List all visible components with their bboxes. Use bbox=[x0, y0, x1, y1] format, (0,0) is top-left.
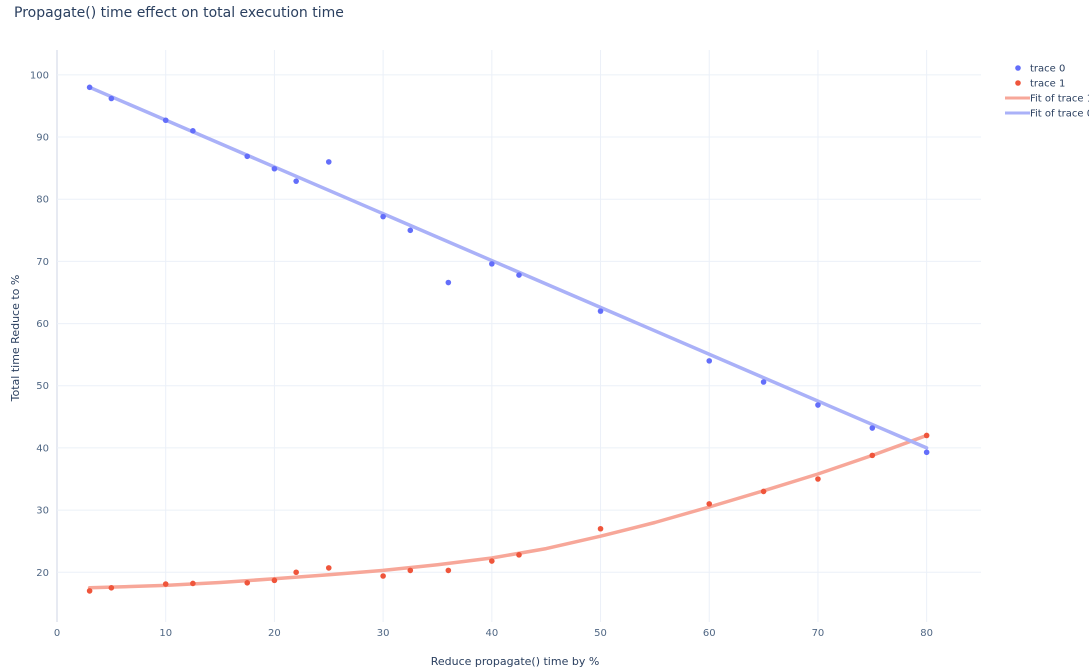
y-tick-label: 60 bbox=[36, 319, 49, 330]
legend-label: trace 1 bbox=[1030, 79, 1065, 90]
point-series-0 bbox=[597, 308, 604, 314]
x-tick-label: 80 bbox=[920, 628, 933, 639]
y-tick-label: 90 bbox=[36, 133, 49, 144]
point-series-0 bbox=[271, 165, 278, 172]
y-tick-labels: 20 30 40 50 60 70 80 90 100 bbox=[30, 70, 49, 578]
point-series-1 bbox=[869, 452, 876, 459]
fit-line-3 bbox=[87, 85, 929, 450]
point-series-1 bbox=[706, 501, 713, 507]
legend-label: Fit of trace 0 bbox=[1030, 109, 1089, 120]
point-series-1 bbox=[190, 580, 196, 587]
point-series-1 bbox=[293, 569, 299, 576]
legend-label: trace 0 bbox=[1030, 64, 1065, 75]
legend-item-1[interactable]: trace 1 bbox=[1015, 79, 1065, 90]
legend[interactable]: trace 0 trace 1 Fit of trace 1 Fit of trace… bbox=[1005, 64, 1089, 120]
y-axis-label: Total time Reduce to % bbox=[9, 275, 22, 403]
x-gridlines bbox=[56, 50, 928, 622]
point-series-1 bbox=[815, 476, 821, 482]
legend-item-2[interactable]: Fit of trace 1 bbox=[1005, 94, 1089, 105]
point-series-1 bbox=[445, 567, 452, 574]
point-series-1 bbox=[244, 580, 251, 586]
y-tick-label: 20 bbox=[36, 568, 49, 579]
point-series-1 bbox=[760, 488, 767, 495]
point-series-1 bbox=[516, 552, 522, 558]
legend-label: Fit of trace 1 bbox=[1030, 94, 1089, 105]
x-tick-label: 60 bbox=[703, 628, 716, 639]
x-tick-label: 30 bbox=[377, 628, 390, 639]
x-tick-label: 10 bbox=[159, 628, 172, 639]
point-series-0 bbox=[489, 261, 495, 267]
x-tick-labels: 0 10 20 30 40 50 60 70 80 bbox=[54, 628, 933, 639]
point-series-1 bbox=[380, 573, 386, 579]
point-series-0 bbox=[190, 128, 196, 134]
y-tick-label: 30 bbox=[36, 506, 49, 517]
point-series-0 bbox=[760, 379, 767, 385]
point-series-0 bbox=[445, 279, 452, 286]
point-series-0 bbox=[516, 272, 522, 278]
point-series-1 bbox=[923, 432, 930, 439]
x-axis-label: Reduce propagate() time by % bbox=[431, 655, 600, 668]
point-series-1 bbox=[489, 558, 495, 564]
point-series-0 bbox=[293, 178, 299, 184]
point-series-0 bbox=[380, 213, 386, 220]
legend-item-3[interactable]: Fit of trace 0 bbox=[1005, 109, 1089, 120]
y-tick-label: 40 bbox=[36, 443, 49, 454]
fit-lines bbox=[87, 85, 929, 590]
fit-line-2 bbox=[87, 433, 929, 590]
legend-item-0[interactable]: trace 0 bbox=[1015, 64, 1065, 75]
x-tick-label: 40 bbox=[485, 628, 498, 639]
legend-marker bbox=[1015, 65, 1021, 71]
point-series-0 bbox=[706, 358, 713, 364]
point-series-1 bbox=[325, 565, 332, 571]
point-series-0 bbox=[108, 95, 115, 102]
point-series-1 bbox=[162, 581, 169, 587]
point-series-1 bbox=[271, 577, 278, 584]
y-tick-label: 50 bbox=[36, 381, 49, 392]
point-series-0 bbox=[407, 227, 414, 234]
point-series-0 bbox=[869, 425, 876, 431]
x-tick-label: 0 bbox=[54, 628, 60, 639]
point-series-1 bbox=[407, 567, 414, 574]
point-series-0 bbox=[162, 117, 169, 124]
y-tick-label: 70 bbox=[36, 257, 49, 268]
point-series-0 bbox=[923, 449, 930, 456]
point-series-1 bbox=[597, 525, 604, 532]
y-tick-label: 80 bbox=[36, 195, 49, 206]
point-series-0 bbox=[86, 84, 93, 91]
point-series-0 bbox=[244, 153, 251, 160]
legend-marker bbox=[1015, 80, 1021, 86]
point-series-1 bbox=[86, 588, 93, 594]
point-series-0 bbox=[815, 402, 821, 408]
y-gridlines bbox=[57, 74, 981, 573]
point-series-0 bbox=[325, 159, 332, 165]
chart-title: Propagate() time effect on total executi… bbox=[14, 5, 344, 21]
x-tick-label: 20 bbox=[268, 628, 281, 639]
x-tick-label: 70 bbox=[812, 628, 825, 639]
point-series-1 bbox=[108, 585, 115, 591]
y-tick-label: 100 bbox=[30, 70, 49, 81]
data-points bbox=[86, 84, 930, 594]
x-tick-label: 50 bbox=[594, 628, 607, 639]
